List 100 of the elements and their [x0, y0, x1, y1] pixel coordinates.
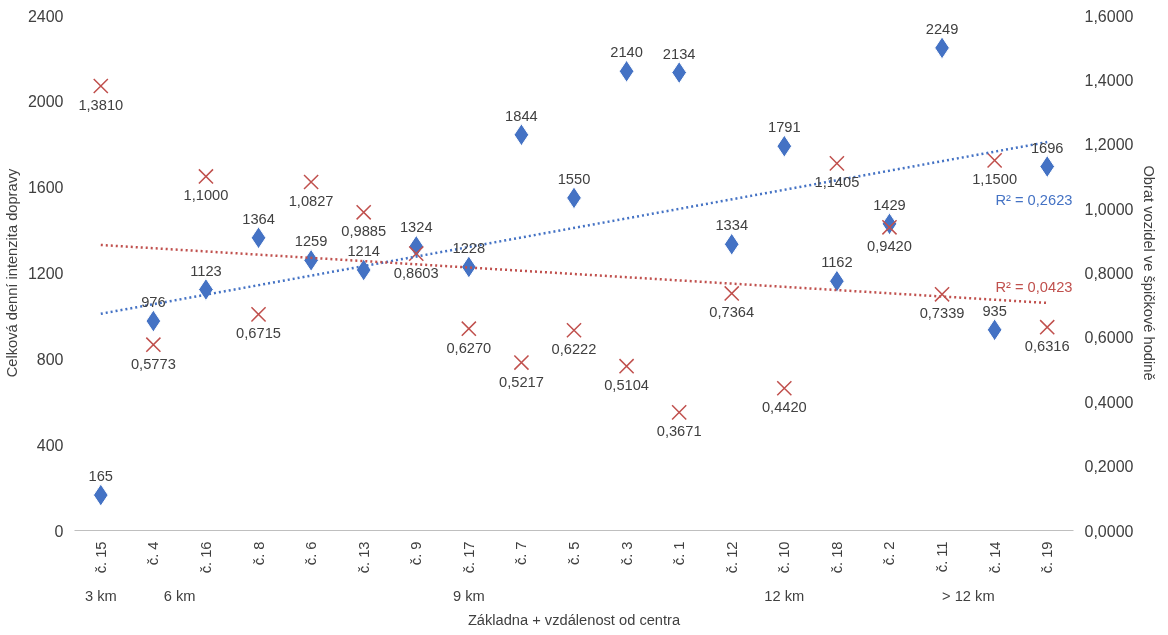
- y2-tick-label: 0,4000: [1084, 393, 1134, 411]
- annotation: R² = 0,2623: [995, 192, 1073, 209]
- point: [618, 358, 635, 375]
- x-tick-label: č. 11: [934, 541, 951, 573]
- data-label: 0,6715: [236, 325, 281, 342]
- x-tick-label: č. 10: [776, 541, 793, 574]
- data-label: 935: [982, 302, 1007, 319]
- point: [250, 226, 267, 250]
- x-tick-label: č. 13: [355, 541, 372, 574]
- point: [355, 258, 372, 282]
- point: [986, 318, 1003, 342]
- text: 6 km: [163, 587, 196, 604]
- x-tick-label: č. 5: [566, 541, 582, 566]
- point: [881, 219, 898, 236]
- data-label: 1123: [190, 262, 222, 279]
- data-label: 1228: [452, 239, 486, 256]
- data-label: 1791: [768, 119, 801, 136]
- data-label: 1,0827: [288, 193, 334, 210]
- y2-tick-label: 1,4000: [1084, 71, 1134, 89]
- y-tick-label: 1200: [27, 265, 64, 282]
- point: [198, 168, 214, 185]
- x-tick-label: č. 14: [986, 541, 1003, 574]
- y2-tick-label: 1,2000: [1084, 136, 1134, 154]
- data-label: 1162: [821, 254, 853, 271]
- point: [92, 483, 109, 507]
- x-tick-label: č. 3: [618, 541, 635, 566]
- data-label: 0,7364: [709, 304, 755, 321]
- data-label: 0,6222: [551, 341, 597, 358]
- data-label: 1844: [505, 107, 538, 124]
- text: 12 km: [764, 587, 805, 604]
- data-label: 2140: [610, 44, 643, 61]
- x-tick-label: č. 15: [92, 541, 109, 574]
- point: [303, 174, 319, 190]
- x-tick-label: č. 16: [197, 541, 214, 574]
- x-tick-label: č. 19: [1039, 541, 1056, 574]
- point: [934, 286, 950, 303]
- x-tick-label: č. 7: [513, 541, 530, 566]
- y2-tick-label: 0,0000: [1084, 522, 1134, 540]
- point: [513, 123, 530, 147]
- data-label: 1334: [715, 217, 749, 234]
- point: [145, 336, 162, 353]
- annotation: R² = 0,0423: [995, 278, 1073, 295]
- y-tick-label: 0: [54, 522, 64, 540]
- data-label: 0,7339: [919, 305, 965, 322]
- y-axis-title: Celková denní intenzita dopravy: [3, 168, 20, 378]
- y2-tick-label: 0,6000: [1084, 329, 1134, 347]
- data-label: 0,5104: [604, 377, 649, 394]
- data-label: 0,4420: [761, 399, 807, 416]
- point: [408, 245, 425, 262]
- x-tick-label: č. 2: [881, 541, 898, 566]
- y2-tick-label: 1,0000: [1084, 200, 1134, 218]
- data-label: 1324: [399, 219, 433, 236]
- y-tick-label: 2000: [27, 93, 64, 111]
- data-label: 2249: [925, 20, 959, 37]
- y2-tick-label: 0,8000: [1084, 265, 1134, 282]
- y2-tick-label: 1,6000: [1084, 7, 1134, 25]
- data-label: 2134: [662, 45, 696, 62]
- data-label: 1,3810: [78, 96, 124, 113]
- data-label: 0,5217: [499, 373, 544, 390]
- data-label: 1429: [873, 196, 906, 213]
- y-tick-label: 2400: [27, 7, 64, 25]
- point: [355, 204, 372, 221]
- data-label: 1214: [347, 243, 380, 259]
- x-tick-label: č. 8: [250, 541, 267, 566]
- x-tick-label: č. 18: [828, 541, 845, 574]
- x-axis-title: Základna + vzdálenost od centra: [467, 611, 681, 628]
- x-tick-label: č. 9: [408, 541, 425, 566]
- data-label: 1,1405: [814, 174, 860, 191]
- point: [723, 285, 740, 302]
- point: [671, 404, 687, 421]
- data-label: 0,9420: [867, 238, 912, 255]
- point: [145, 309, 162, 333]
- data-label: 1,1500: [972, 171, 1018, 188]
- data-label: 1259: [294, 233, 328, 250]
- data-label: 1364: [242, 210, 275, 227]
- point: [776, 380, 793, 397]
- data-label: 0,3671: [656, 423, 702, 440]
- point: [618, 59, 635, 83]
- point: [829, 155, 845, 172]
- text: > 12 km: [942, 587, 995, 604]
- text: 3 km: [84, 587, 117, 604]
- text: 9 km: [452, 587, 485, 604]
- data-label: 0,9885: [341, 223, 387, 240]
- data-label: 0,5773: [130, 355, 176, 372]
- point: [1039, 155, 1056, 179]
- data-label: 1550: [557, 170, 591, 187]
- data-label: 165: [88, 468, 114, 485]
- point: [513, 354, 530, 371]
- x-tick-label: č. 1: [671, 541, 688, 566]
- x-tick-label: č. 4: [145, 541, 162, 566]
- x-tick-label: č. 17: [460, 541, 477, 574]
- point: [461, 320, 477, 337]
- y-tick-label: 400: [36, 436, 64, 454]
- data-label: 976: [141, 294, 166, 311]
- y2-axis-title: Obrat vozidel ve špičkové hodině: [1141, 165, 1158, 381]
- data-label: 0,6316: [1024, 338, 1070, 355]
- point: [92, 78, 109, 94]
- x-tick-label: č. 12: [723, 541, 740, 574]
- y-tick-label: 800: [36, 350, 64, 368]
- point: [723, 232, 740, 256]
